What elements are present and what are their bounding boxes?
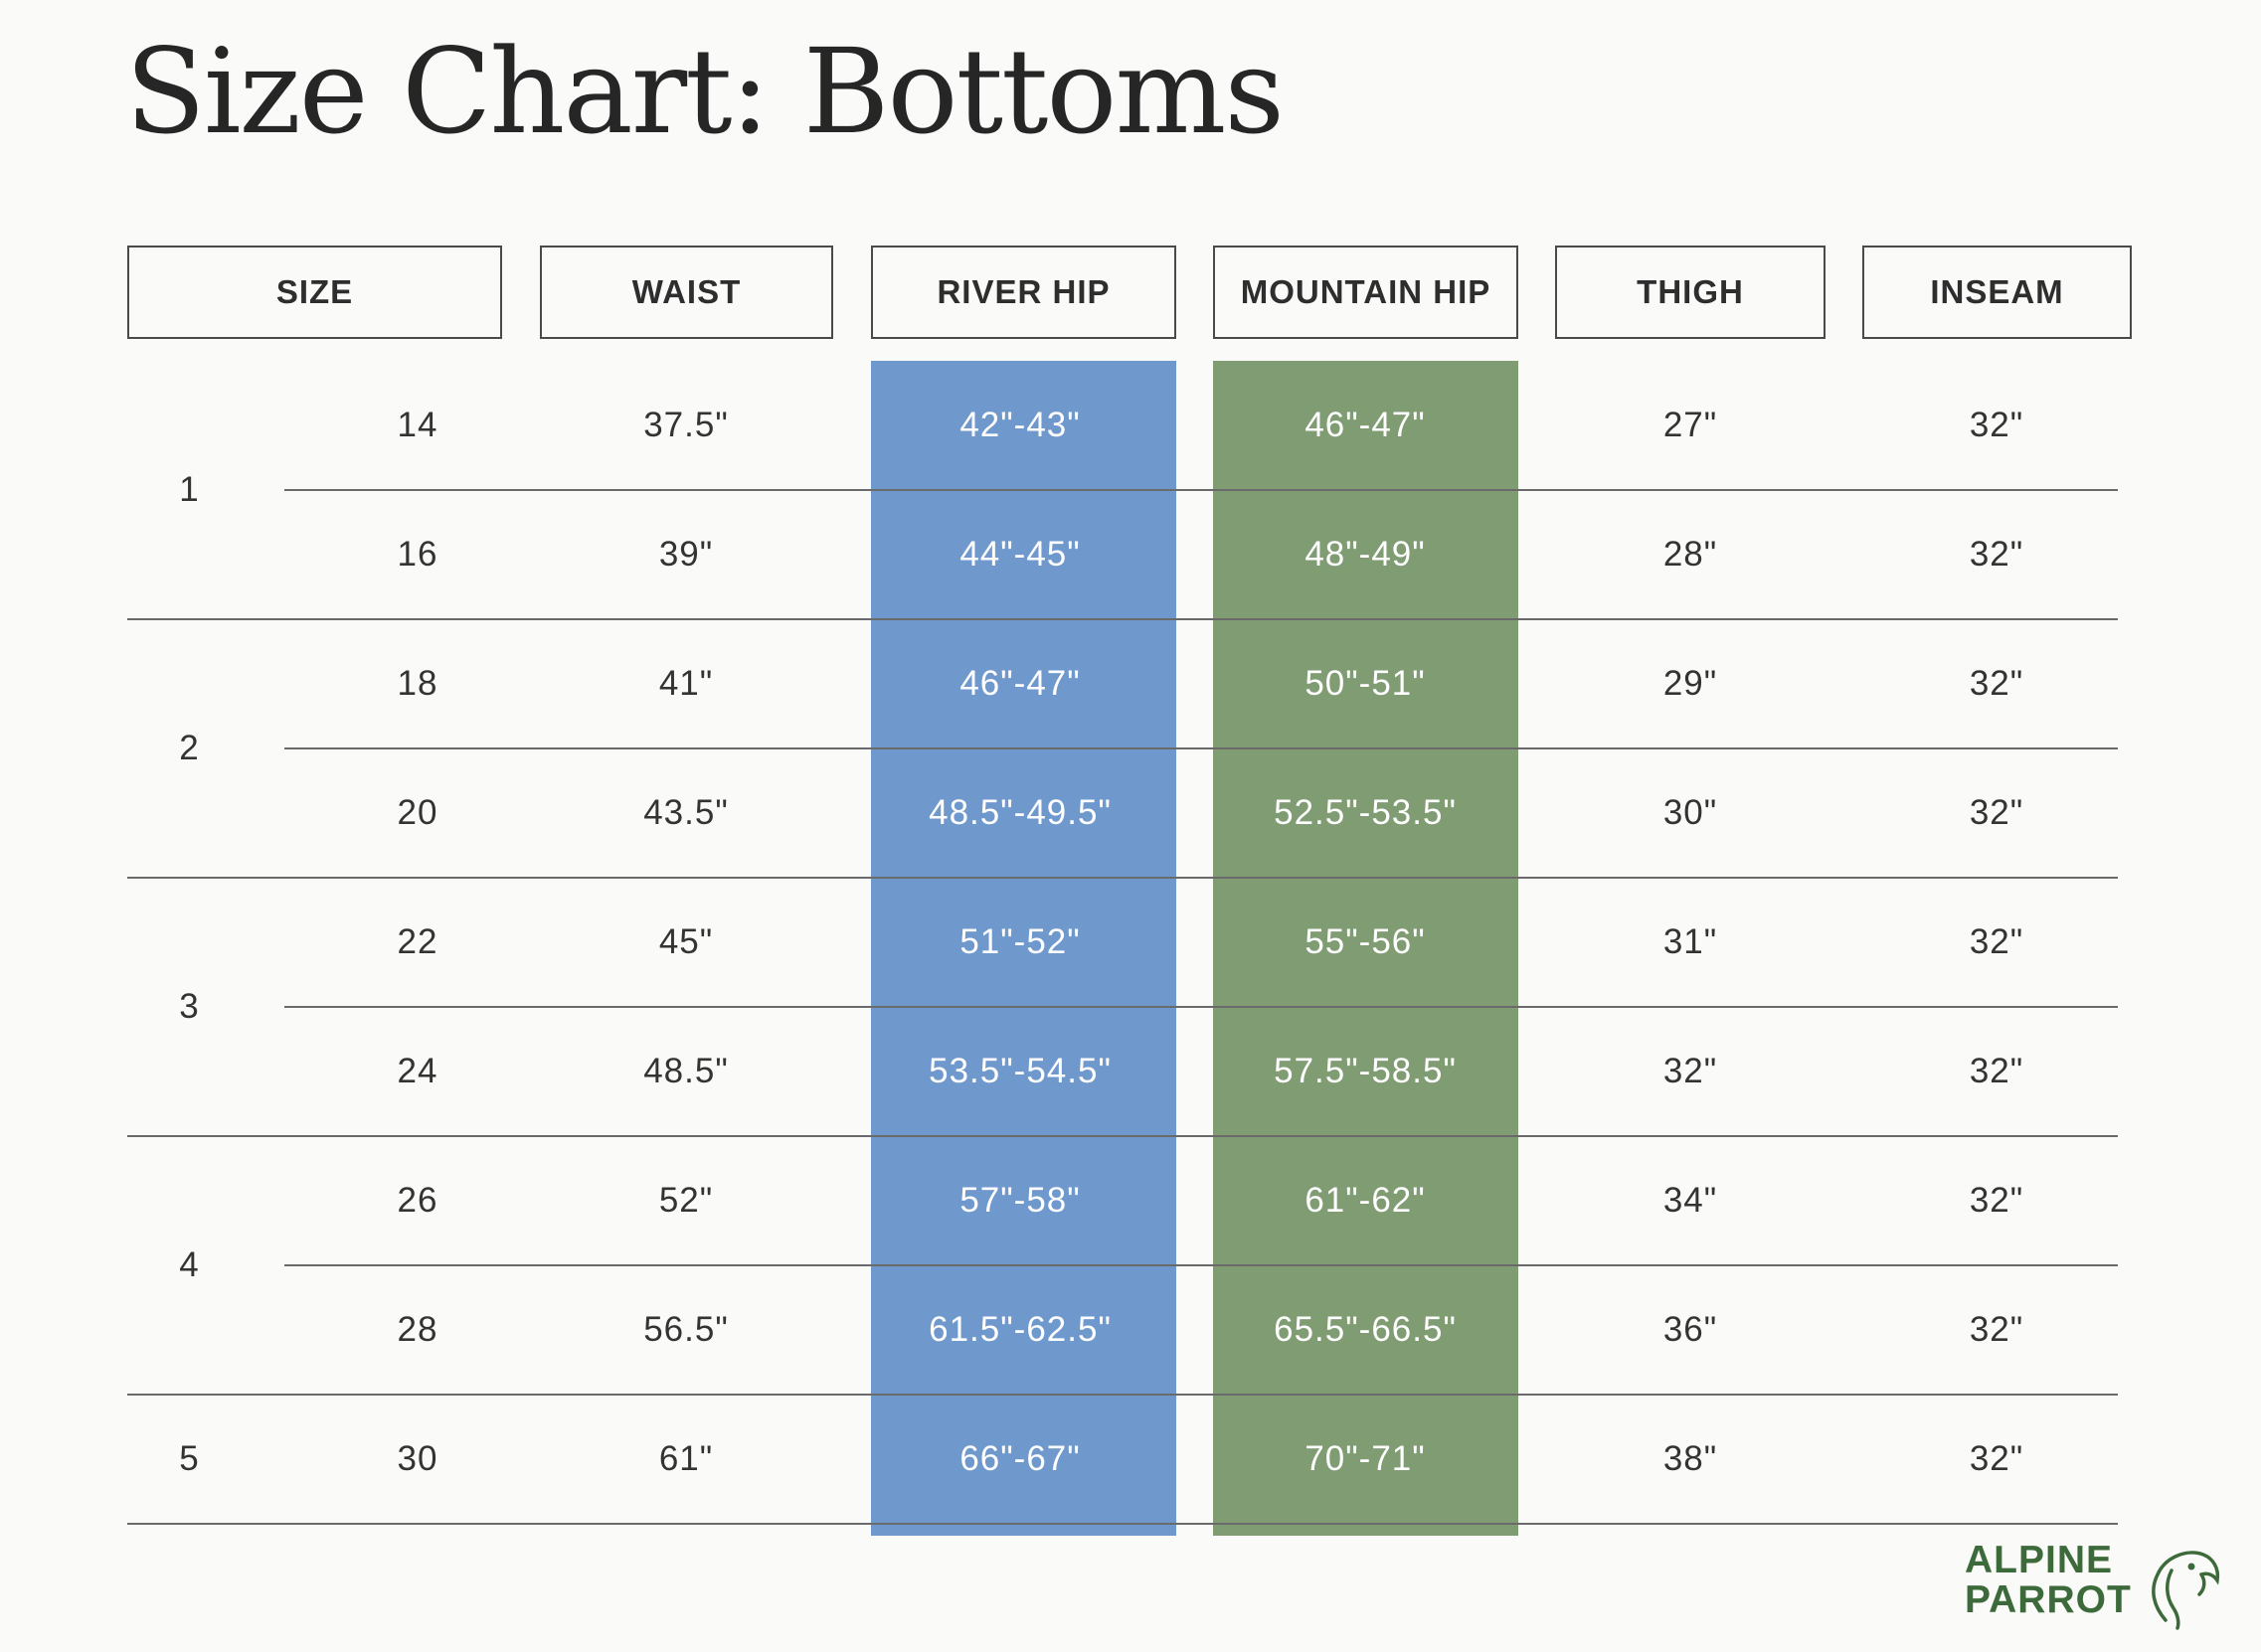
waist-cell: 37.5" xyxy=(643,406,729,444)
river-hip-cell: 42"-43" xyxy=(959,406,1081,444)
group-divider xyxy=(127,1523,2118,1525)
column-header-size: SIZE xyxy=(127,246,502,339)
river-hip-cell: 57"-58" xyxy=(959,1181,1081,1220)
thigh-cell: 34" xyxy=(1662,1181,1718,1220)
inseam-cell: 32" xyxy=(1969,1310,2024,1349)
inseam-cell: 32" xyxy=(1969,1052,2024,1090)
size-cell: 26 xyxy=(397,1181,438,1220)
parrot-icon xyxy=(2152,1551,2220,1630)
thigh-cell: 27" xyxy=(1662,406,1718,444)
river-hip-column-highlight xyxy=(871,361,1176,1536)
mountain-hip-cell: 57.5"-58.5" xyxy=(1274,1052,1457,1090)
logo-line-1: ALPINE xyxy=(1965,1539,2114,1581)
alpine-parrot-logo: ALPINE PARROT xyxy=(1965,1541,2223,1630)
river-hip-cell: 53.5"-54.5" xyxy=(929,1052,1112,1090)
mountain-hip-cell: 46"-47" xyxy=(1304,406,1426,444)
mountain-hip-cell: 55"-56" xyxy=(1304,922,1426,961)
size-cell: 20 xyxy=(397,793,438,832)
logo-line-2: PARROT xyxy=(1965,1578,2132,1621)
inseam-cell: 32" xyxy=(1969,793,2024,832)
size-cell: 16 xyxy=(397,535,438,574)
size-group-label: 4 xyxy=(179,1245,199,1284)
size-group-label: 5 xyxy=(179,1439,199,1478)
waist-cell: 45" xyxy=(658,922,714,961)
row-divider xyxy=(284,1006,2118,1008)
waist-cell: 43.5" xyxy=(643,793,729,832)
waist-cell: 48.5" xyxy=(643,1052,729,1090)
column-header-thigh: THIGH xyxy=(1555,246,1826,339)
group-divider xyxy=(127,618,2118,620)
waist-cell: 61" xyxy=(658,1439,714,1478)
size-cell: 24 xyxy=(397,1052,438,1090)
mountain-hip-column-highlight xyxy=(1213,361,1518,1536)
size-group-label: 3 xyxy=(179,987,199,1026)
thigh-cell: 30" xyxy=(1662,793,1718,832)
waist-cell: 41" xyxy=(658,664,714,703)
river-hip-cell: 66"-67" xyxy=(959,1439,1081,1478)
thigh-cell: 29" xyxy=(1662,664,1718,703)
column-header-river-hip: RIVER HIP xyxy=(871,246,1176,339)
inseam-cell: 32" xyxy=(1969,1439,2024,1478)
inseam-cell: 32" xyxy=(1969,922,2024,961)
inseam-cell: 32" xyxy=(1969,535,2024,574)
group-divider xyxy=(127,1394,2118,1396)
size-cell: 14 xyxy=(397,406,438,444)
thigh-cell: 36" xyxy=(1662,1310,1718,1349)
group-divider xyxy=(127,877,2118,879)
size-cell: 22 xyxy=(397,922,438,961)
mountain-hip-cell: 70"-71" xyxy=(1304,1439,1426,1478)
row-divider xyxy=(284,747,2118,749)
column-header-inseam: INSEAM xyxy=(1862,246,2132,339)
river-hip-cell: 51"-52" xyxy=(959,922,1081,961)
thigh-cell: 38" xyxy=(1662,1439,1718,1478)
page-title: Size Chart: Bottoms xyxy=(125,23,1285,160)
waist-cell: 39" xyxy=(658,535,714,574)
row-divider xyxy=(284,1264,2118,1266)
mountain-hip-cell: 61"-62" xyxy=(1304,1181,1426,1220)
river-hip-cell: 44"-45" xyxy=(959,535,1081,574)
waist-cell: 56.5" xyxy=(643,1310,729,1349)
thigh-cell: 32" xyxy=(1662,1052,1718,1090)
inseam-cell: 32" xyxy=(1969,1181,2024,1220)
river-hip-cell: 48.5"-49.5" xyxy=(929,793,1112,832)
inseam-cell: 32" xyxy=(1969,664,2024,703)
size-cell: 30 xyxy=(397,1439,438,1478)
logo-wordmark: ALPINE PARROT xyxy=(1965,1541,2132,1620)
thigh-cell: 28" xyxy=(1662,535,1718,574)
size-cell: 28 xyxy=(397,1310,438,1349)
mountain-hip-cell: 52.5"-53.5" xyxy=(1274,793,1457,832)
river-hip-cell: 46"-47" xyxy=(959,664,1081,703)
size-cell: 18 xyxy=(397,664,438,703)
river-hip-cell: 61.5"-62.5" xyxy=(929,1310,1112,1349)
inseam-cell: 32" xyxy=(1969,406,2024,444)
mountain-hip-cell: 65.5"-66.5" xyxy=(1274,1310,1457,1349)
waist-cell: 52" xyxy=(658,1181,714,1220)
group-divider xyxy=(127,1135,2118,1137)
column-header-waist: WAIST xyxy=(540,246,833,339)
mountain-hip-cell: 48"-49" xyxy=(1304,535,1426,574)
size-group-label: 2 xyxy=(179,729,199,767)
column-header-mountain-hip: MOUNTAIN HIP xyxy=(1213,246,1518,339)
mountain-hip-cell: 50"-51" xyxy=(1304,664,1426,703)
size-group-label: 1 xyxy=(179,470,199,509)
row-divider xyxy=(284,489,2118,491)
thigh-cell: 31" xyxy=(1662,922,1718,961)
